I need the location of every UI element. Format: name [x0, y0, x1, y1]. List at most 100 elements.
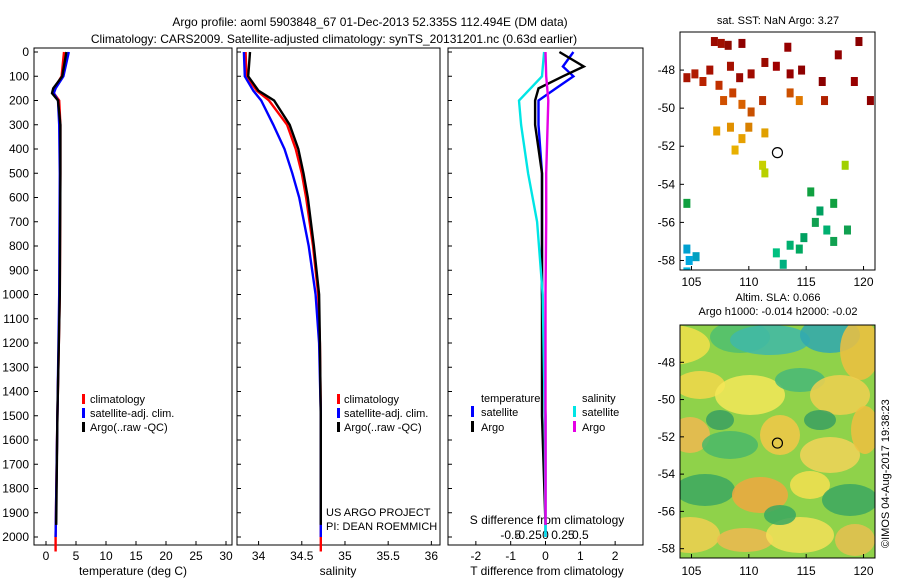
sst-cell	[843, 225, 851, 235]
legend-label-argo: Argo(..raw -QC)	[344, 422, 422, 434]
sst-cell	[745, 122, 753, 132]
depth-tick-label: 1100	[3, 312, 29, 326]
salinity-legend: climatology satellite-adj. clim. Argo(..…	[337, 394, 428, 434]
sst-cell	[855, 37, 863, 47]
sst-cell	[772, 248, 780, 258]
sst-cell	[731, 145, 739, 155]
sst-cell	[738, 134, 746, 144]
legend-label-satellite: satellite-adj. clim.	[344, 408, 428, 420]
map-x-tick-label: 115	[797, 564, 816, 578]
sla-anomaly-blob	[706, 410, 734, 430]
sla-map-title: Altim. SLA: 0.066	[736, 292, 821, 304]
sst-cell	[683, 198, 691, 208]
temperature-legend: climatology satellite-adj. clim. Argo(..…	[82, 394, 174, 434]
depth-tick-label: 800	[9, 239, 29, 253]
legend-label-s-satellite: satellite	[582, 407, 619, 419]
sst-cell	[683, 73, 691, 83]
sla-anomaly-blob	[717, 528, 773, 552]
sst-cell	[715, 80, 723, 90]
sla-anomaly-blob	[790, 471, 830, 499]
map-y-tick-label: -58	[658, 253, 676, 267]
x-tick-label: 34	[252, 549, 266, 563]
argo-float-marker	[771, 147, 784, 159]
depth-tick-label: 1700	[2, 457, 29, 471]
sst-cell	[818, 77, 826, 87]
legend-swatch-argo	[337, 422, 340, 432]
sla-anomaly-blob	[822, 484, 875, 516]
x-tick-label: 20	[159, 549, 173, 563]
legend-swatch-climatology	[337, 394, 340, 404]
legend-swatch-s-satellite	[573, 406, 576, 417]
sst-cell	[798, 65, 806, 75]
profile-line-argo-raw-qc-	[246, 51, 322, 525]
x-tick-label: -2	[471, 549, 482, 563]
s-diff-tick-label: -0.25	[514, 528, 542, 542]
x-tick-label: -1	[505, 549, 516, 563]
map-x-tick-label: 110	[739, 564, 758, 578]
sst-cell	[729, 88, 737, 98]
sst-cell	[786, 69, 794, 79]
sst-cell	[811, 217, 819, 227]
salinity-x-axis: 34 34.5 35 35.5 36	[252, 541, 438, 563]
sst-cell	[807, 187, 815, 197]
legend-swatch-climatology	[82, 394, 85, 404]
sla-anomaly-blob	[766, 517, 834, 553]
sla-anomaly-blob	[680, 474, 735, 506]
sst-cell	[786, 240, 794, 250]
sst-cell	[692, 252, 700, 262]
sla-anomaly-blob	[680, 517, 720, 553]
sla-anomaly-blob	[764, 505, 796, 525]
sla-anomaly-blob	[840, 325, 875, 380]
sst-cell	[759, 160, 767, 170]
sst-cell	[726, 122, 734, 132]
sla-anomaly-blob	[680, 371, 725, 399]
sst-cell	[736, 73, 744, 83]
x-tick-label: 36	[425, 549, 439, 563]
x-tick-label: 34.5	[290, 549, 314, 563]
x-tick-label: 30	[219, 549, 233, 563]
sst-cell	[841, 160, 849, 170]
sla-map-subtitle: Argo h1000: -0.014 h2000: -0.02	[698, 306, 857, 318]
depth-tick-label: 200	[9, 94, 29, 108]
sst-cell	[691, 69, 699, 79]
sla-anomaly-blob	[715, 375, 785, 415]
legend-label-s-argo: Argo	[582, 422, 605, 434]
sst-cell	[738, 99, 746, 109]
map-x-tick-label: 120	[854, 275, 874, 289]
profile-line-salinity-satellite	[517, 51, 547, 538]
sst-cell	[683, 244, 691, 254]
x-tick-label: 25	[189, 549, 203, 563]
sst-cell	[800, 233, 808, 243]
sst-cell	[724, 40, 732, 50]
depth-tick-label: 300	[9, 118, 29, 132]
sst-cell	[713, 126, 721, 136]
depth-tick-label: 1600	[2, 433, 29, 447]
depth-tick-label: 900	[9, 263, 29, 277]
depth-tick-label: 1200	[2, 336, 29, 350]
x-tick-label: 15	[129, 549, 143, 563]
sla-anomaly-blob	[810, 375, 870, 415]
sst-cell	[706, 65, 714, 75]
project-annotation: US ARGO PROJECT	[326, 507, 431, 519]
x-tick-label: 35	[338, 549, 352, 563]
sst-cell	[747, 107, 755, 117]
sla-anomaly-blob	[760, 415, 800, 455]
profile-line-climatology	[244, 51, 322, 552]
legend-swatch-argo	[82, 422, 85, 432]
figure-title-line1: Argo profile: aoml 5903848_67 01-Dec-201…	[172, 15, 567, 29]
map-y-tick-label: -54	[658, 467, 676, 481]
sst-cell	[683, 267, 691, 270]
salinity-profiles	[242, 51, 322, 552]
map-y-tick-label: -52	[658, 139, 676, 153]
sst-cell	[850, 77, 858, 87]
depth-tick-label: 1900	[2, 506, 29, 520]
depth-tick-label: 600	[9, 191, 29, 205]
legend-swatch-t-argo	[471, 421, 474, 432]
map-y-tick-label: -56	[658, 504, 676, 518]
map-x-tick-label: 105	[681, 275, 701, 289]
depth-tick-label: 700	[9, 215, 29, 229]
depth-tick-label: 1500	[2, 409, 29, 423]
temperature-profiles	[50, 51, 70, 552]
sst-cell	[821, 96, 829, 106]
x-tick-label: 10	[99, 549, 113, 563]
